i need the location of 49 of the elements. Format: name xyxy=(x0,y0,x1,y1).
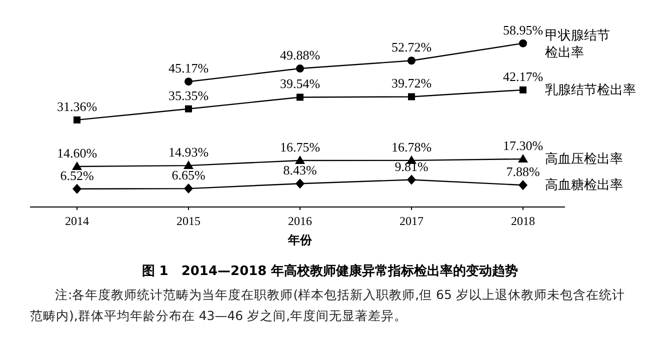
point xyxy=(72,161,82,170)
point xyxy=(296,178,304,189)
data-label: 45.17% xyxy=(168,60,209,76)
data-label: 49.88% xyxy=(280,48,320,63)
data-label: 6.52% xyxy=(60,168,94,183)
series-label: 甲状腺结节检出率 xyxy=(545,28,610,60)
x-tick-label: 2015 xyxy=(176,214,200,228)
point xyxy=(184,78,192,86)
series-label: 高血糖检出率 xyxy=(545,177,623,194)
data-label: 16.78% xyxy=(391,139,432,154)
point xyxy=(296,64,304,73)
x-tick-label: 2018 xyxy=(511,214,535,228)
point xyxy=(407,174,416,185)
point xyxy=(518,154,528,162)
point xyxy=(184,160,194,170)
point xyxy=(408,93,415,100)
text: 注:各年度教师统计范畴为当年度在职教师(样本包括新入职教师,但 65 岁以上退休教师未包含在统计范畴内),群体平均年龄分布在 43—46 岁之间,年度间无显著差异。 xyxy=(30,286,626,325)
x-tick-label: 2014 xyxy=(65,214,89,228)
data-label: 31.36% xyxy=(56,98,98,114)
data-label: 16.75% xyxy=(280,140,320,154)
point xyxy=(185,105,192,112)
data-label: 8.43% xyxy=(283,162,317,178)
text: 图 1 2014—2018 年高校教师健康异常指标检出率的变动趋势 xyxy=(140,262,520,280)
data-label: 14.93% xyxy=(168,144,209,160)
data-label: 17.30% xyxy=(502,138,544,153)
point xyxy=(72,184,82,194)
x-axis-title: 年份 xyxy=(287,233,313,247)
data-label: 9.81% xyxy=(394,158,428,174)
point xyxy=(295,156,305,164)
point xyxy=(74,116,80,124)
data-label: 39.72% xyxy=(391,76,432,91)
x-tick-label: 2016 xyxy=(288,214,312,228)
point xyxy=(408,56,416,65)
series-label: 乳腺结节检出率 xyxy=(545,82,636,98)
data-label: 6.65% xyxy=(172,168,206,183)
data-label: 52.72% xyxy=(391,40,432,55)
series-label: 高血压检出率 xyxy=(545,150,623,167)
point xyxy=(296,94,304,101)
data-label: 42.17% xyxy=(502,68,544,84)
point xyxy=(184,184,193,194)
data-label: 39.54% xyxy=(280,76,320,92)
point xyxy=(518,180,528,190)
point xyxy=(519,39,527,48)
data-label: 58.95% xyxy=(502,22,544,38)
data-label: 7.88% xyxy=(506,164,540,180)
point xyxy=(520,86,526,94)
data-label: 14.60% xyxy=(56,145,98,160)
x-tick-label: 2017 xyxy=(400,214,424,228)
data-label: 35.35% xyxy=(168,88,209,103)
